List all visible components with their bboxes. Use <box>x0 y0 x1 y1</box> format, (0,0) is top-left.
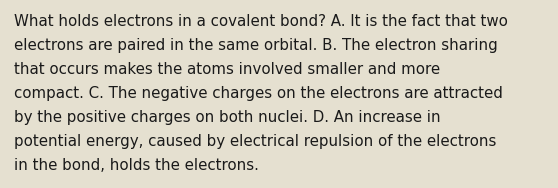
Text: potential energy, caused by electrical repulsion of the electrons: potential energy, caused by electrical r… <box>14 134 497 149</box>
Text: that occurs makes the atoms involved smaller and more: that occurs makes the atoms involved sma… <box>14 62 440 77</box>
Text: in the bond, holds the electrons.: in the bond, holds the electrons. <box>14 158 259 173</box>
Text: electrons are paired in the same orbital. B. The electron sharing: electrons are paired in the same orbital… <box>14 38 498 53</box>
Text: compact. C. The negative charges on the electrons are attracted: compact. C. The negative charges on the … <box>14 86 503 101</box>
Text: What holds electrons in a covalent bond? A. It is the fact that two: What holds electrons in a covalent bond?… <box>14 14 508 29</box>
Text: by the positive charges on both nuclei. D. An increase in: by the positive charges on both nuclei. … <box>14 110 441 125</box>
